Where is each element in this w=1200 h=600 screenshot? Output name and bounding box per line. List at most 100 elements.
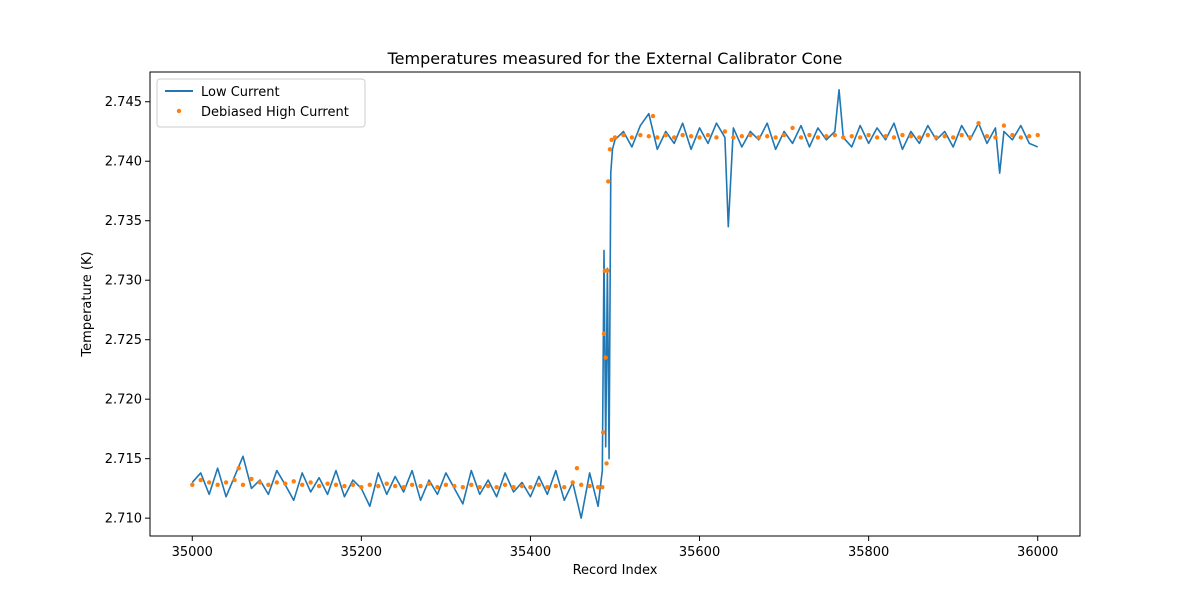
data-point	[215, 482, 220, 488]
data-point	[764, 134, 770, 139]
data-point	[638, 132, 643, 138]
data-point	[731, 135, 736, 140]
data-point	[1027, 134, 1032, 139]
data-point	[574, 465, 580, 471]
y-axis: 2.710 2.715 2.720 2.725 2.730 2.735 2.740 2.745	[105, 95, 150, 527]
data-point	[1010, 132, 1015, 138]
data-point	[477, 485, 482, 490]
data-point	[435, 485, 440, 490]
x-tick-label: 35400	[510, 545, 551, 560]
series-line-low-current	[191, 89, 1039, 519]
data-point	[359, 485, 364, 490]
data-point	[663, 132, 668, 138]
data-point	[984, 134, 990, 139]
data-point	[600, 430, 606, 435]
data-point	[655, 135, 660, 140]
data-point	[469, 482, 474, 488]
data-point	[494, 485, 499, 490]
data-point	[1001, 123, 1007, 128]
data-point	[950, 135, 956, 140]
x-tick-label: 35600	[679, 545, 720, 560]
data-point	[308, 480, 313, 485]
data-point	[1035, 132, 1040, 138]
y-tick-label: 2.740	[105, 155, 142, 170]
legend-swatch-high-current	[176, 108, 182, 114]
data-point	[650, 113, 656, 119]
data-point	[545, 485, 550, 490]
data-point	[607, 147, 613, 152]
data-point	[316, 483, 322, 489]
x-tick-label: 35800	[848, 545, 889, 560]
legend: Low Current Debiased High Current	[156, 78, 366, 128]
y-tick-label: 2.730	[105, 274, 142, 289]
data-point	[917, 135, 922, 140]
data-point	[629, 135, 635, 140]
x-tick-label: 36000	[1017, 545, 1058, 560]
data-point	[232, 477, 237, 483]
data-point	[976, 120, 981, 126]
data-point	[519, 483, 525, 489]
data-point	[925, 132, 931, 138]
data-point	[609, 137, 614, 143]
data-point	[376, 483, 381, 489]
data-point	[240, 482, 246, 488]
x-tick-label: 35000	[172, 545, 213, 560]
data-point	[605, 268, 610, 273]
data-point	[460, 485, 466, 490]
data-point	[528, 485, 533, 490]
legend-box	[156, 78, 366, 128]
data-point	[866, 132, 871, 138]
y-tick-label: 2.720	[105, 393, 142, 408]
y-tick-label: 2.735	[105, 214, 142, 229]
data-point	[849, 134, 854, 139]
data-point	[900, 132, 905, 138]
data-point	[748, 132, 753, 138]
series-points-high-current	[190, 113, 1040, 490]
data-point	[562, 485, 567, 490]
data-point	[722, 129, 728, 134]
data-point	[426, 481, 432, 486]
y-axis-label: Temperature (K)	[80, 251, 95, 357]
data-point	[841, 135, 846, 140]
data-point	[190, 482, 195, 488]
data-point	[671, 135, 677, 140]
data-point	[739, 134, 745, 139]
data-point	[680, 132, 685, 138]
data-point	[206, 480, 212, 485]
data-point	[223, 480, 229, 485]
y-tick-label: 2.745	[105, 95, 142, 110]
legend-label-high-current: Debiased High Current	[201, 105, 349, 120]
data-point	[773, 135, 778, 140]
data-point	[350, 482, 356, 488]
data-point	[832, 132, 838, 138]
data-point	[249, 476, 254, 482]
data-point	[325, 481, 330, 486]
data-point	[392, 483, 398, 489]
data-point	[553, 483, 559, 489]
data-point	[714, 135, 719, 140]
data-point	[198, 477, 203, 483]
data-point	[367, 482, 373, 488]
data-point	[807, 132, 812, 138]
data-point	[536, 482, 542, 488]
data-point	[756, 135, 761, 140]
data-point	[646, 134, 652, 139]
data-point	[790, 125, 795, 131]
data-point	[511, 485, 516, 490]
data-point	[452, 483, 457, 489]
data-point	[236, 465, 241, 471]
data-point	[578, 482, 584, 488]
data-point	[570, 480, 575, 485]
data-point	[891, 135, 897, 140]
chart-title: Temperatures measured for the External C…	[387, 49, 843, 68]
data-point	[587, 483, 592, 489]
data-point	[959, 132, 964, 138]
plot-frame	[149, 71, 1081, 537]
data-point	[883, 134, 888, 139]
data-point	[798, 135, 804, 140]
x-axis: 35000 35200 35400 35600 35800 36000	[172, 536, 1058, 560]
data-point	[274, 480, 280, 485]
data-point	[688, 134, 694, 139]
data-point	[967, 135, 973, 140]
